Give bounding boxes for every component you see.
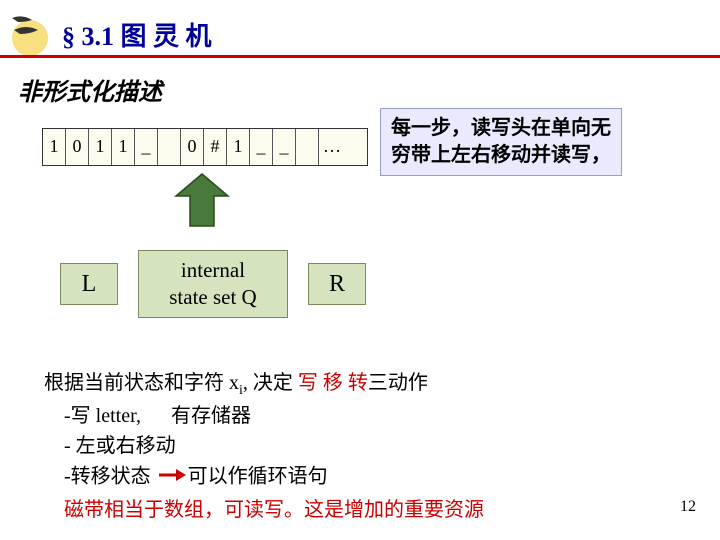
body-line-1: 根据当前状态和字符 xi, 决定 写 移 转三动作 bbox=[44, 368, 680, 401]
q-line1: internal bbox=[139, 257, 287, 284]
tape-cell: _ bbox=[250, 129, 273, 165]
body-line-3: - 左或右移动 bbox=[44, 431, 680, 461]
tape-cell: 1 bbox=[227, 129, 250, 165]
tape-cell: 1 bbox=[112, 129, 135, 165]
move-left-box: L bbox=[60, 263, 118, 305]
q-line2: state set Q bbox=[139, 284, 287, 311]
slide-subtitle: 非形式化描述 bbox=[18, 72, 162, 107]
tape-ellipsis: … bbox=[319, 129, 367, 165]
page-number: 12 bbox=[680, 498, 696, 516]
body-line-4: -转移状态 可以作循环语句 bbox=[44, 461, 680, 495]
tape-cell bbox=[296, 129, 319, 165]
tape-cell: 1 bbox=[43, 129, 66, 165]
tape-cell: _ bbox=[135, 129, 158, 165]
title-bar: § 3.1 图 灵 机 bbox=[60, 10, 720, 58]
tape-cell: _ bbox=[273, 129, 296, 165]
body-text: 根据当前状态和字符 xi, 决定 写 移 转三动作 -写 letter, 有存储… bbox=[44, 368, 680, 525]
state-row: L internal state set Q R bbox=[60, 250, 366, 318]
move-right-box: R bbox=[308, 263, 366, 305]
tape-cell: 0 bbox=[181, 129, 204, 165]
body-line-2: -写 letter, 有存储器 bbox=[44, 401, 680, 431]
tape-cell: # bbox=[204, 129, 227, 165]
tape-cell: 0 bbox=[66, 129, 89, 165]
tape-cell bbox=[158, 129, 181, 165]
slide-logo bbox=[8, 8, 58, 58]
tape-head-arrow bbox=[172, 172, 232, 233]
tape-diagram: 1011_0#1__… bbox=[42, 128, 368, 166]
arrow-right-icon bbox=[158, 461, 186, 491]
body-line-5: 磁带相当于数组，可读写。这是增加的重要资源 bbox=[44, 495, 680, 525]
callout-box: 每一步，读写头在单向无穷带上左右移动并读写， bbox=[380, 108, 622, 176]
tape-cell: 1 bbox=[89, 129, 112, 165]
title-underline bbox=[0, 55, 720, 58]
state-set-box: internal state set Q bbox=[138, 250, 288, 318]
slide-title: § 3.1 图 灵 机 bbox=[60, 10, 720, 53]
